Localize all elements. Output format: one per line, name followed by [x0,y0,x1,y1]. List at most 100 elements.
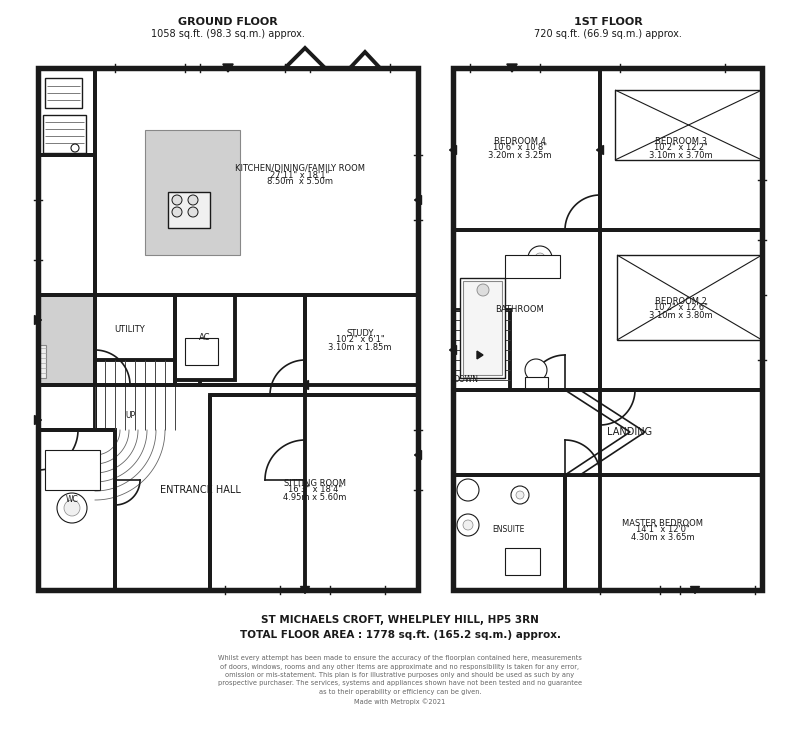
Polygon shape [43,115,86,153]
Circle shape [457,514,479,536]
Polygon shape [95,385,305,590]
Polygon shape [505,548,540,575]
Text: 10'6" x 10'8": 10'6" x 10'8" [493,144,547,152]
Circle shape [172,195,182,205]
Circle shape [64,500,80,516]
Bar [620,64,725,72]
Polygon shape [168,192,210,228]
Text: 3.10m x 1.85m: 3.10m x 1.85m [328,342,392,352]
Text: ST MICHAELS CROFT, WHELPLEY HILL, HP5 3RN: ST MICHAELS CROFT, WHELPLEY HILL, HP5 3R… [261,615,539,625]
Bar [600,586,660,594]
Text: MASTER BEDROOM: MASTER BEDROOM [622,518,703,528]
Text: 27'11" x 18'1": 27'11" x 18'1" [270,171,330,180]
Polygon shape [34,315,42,325]
Polygon shape [460,278,505,378]
Polygon shape [350,52,380,68]
Text: 14'1" x 12'0": 14'1" x 12'0" [636,526,690,534]
Text: SITTING ROOM: SITTING ROOM [284,479,346,487]
Polygon shape [38,155,95,295]
Polygon shape [38,68,95,155]
Circle shape [477,284,489,296]
Polygon shape [38,295,200,385]
Polygon shape [45,78,82,108]
Bar [225,586,280,594]
Circle shape [188,195,198,205]
Text: BATHROOM: BATHROOM [496,306,544,314]
Bar [470,64,540,72]
Text: Whilst every attempt has been made to ensure the accuracy of the floorplan conta: Whilst every attempt has been made to en… [218,655,582,704]
Bar [414,155,422,220]
Polygon shape [38,68,418,590]
Circle shape [463,520,473,530]
Text: 10'2" x 12'2": 10'2" x 12'2" [654,144,708,152]
Polygon shape [285,48,325,68]
Bar [680,586,755,594]
Polygon shape [145,130,240,255]
Text: UTILITY: UTILITY [114,325,146,334]
Polygon shape [305,295,418,395]
Polygon shape [565,475,762,590]
Polygon shape [477,351,483,359]
Text: AC: AC [199,333,210,342]
Polygon shape [453,68,600,230]
Text: 10'2" x 12'6": 10'2" x 12'6" [654,303,708,312]
Polygon shape [38,385,95,430]
Polygon shape [453,310,510,390]
Bar [758,295,766,360]
Polygon shape [453,390,762,475]
Text: 16'3" x 18'4": 16'3" x 18'4" [288,485,342,495]
Polygon shape [450,345,457,355]
Polygon shape [301,586,310,594]
Bar [330,586,385,594]
Polygon shape [175,295,235,380]
Polygon shape [45,450,100,490]
Text: 1ST FLOOR: 1ST FLOOR [574,17,642,27]
Polygon shape [600,68,762,230]
Polygon shape [222,64,234,72]
Text: WC: WC [66,496,78,504]
Polygon shape [505,255,560,278]
Bar [414,430,422,490]
Polygon shape [185,338,218,365]
Bar [34,200,42,260]
Polygon shape [38,295,95,385]
Bar [758,180,766,240]
Text: TOTAL FLOOR AREA : 1778 sq.ft. (165.2 sq.m.) approx.: TOTAL FLOOR AREA : 1778 sq.ft. (165.2 sq… [239,630,561,640]
Text: 4.30m x 3.65m: 4.30m x 3.65m [631,532,695,542]
Polygon shape [302,380,309,389]
Circle shape [457,479,479,501]
Text: BEDROOM 2: BEDROOM 2 [655,297,707,306]
Polygon shape [597,145,603,155]
Text: BEDROOM 3: BEDROOM 3 [655,136,707,145]
Circle shape [516,491,524,499]
Circle shape [172,207,182,217]
Text: STUDY: STUDY [346,328,374,337]
Text: ENTRANCE HALL: ENTRANCE HALL [159,485,241,495]
Text: 3.20m x 3.25m: 3.20m x 3.25m [488,150,552,160]
Circle shape [511,486,529,504]
Polygon shape [507,64,518,72]
Polygon shape [453,475,565,590]
Text: GROUND FLOOR: GROUND FLOOR [178,17,278,27]
Polygon shape [463,281,502,375]
Polygon shape [414,451,422,460]
Text: 3.10m x 3.80m: 3.10m x 3.80m [649,311,713,320]
Polygon shape [95,360,175,430]
Polygon shape [95,68,418,295]
Polygon shape [414,196,422,205]
Bar [115,64,185,72]
Polygon shape [615,90,762,160]
Polygon shape [600,230,762,390]
Text: 10'2" x 6'1": 10'2" x 6'1" [336,336,384,345]
Polygon shape [453,230,600,390]
Polygon shape [450,145,457,155]
Text: DOWN: DOWN [453,375,478,385]
Polygon shape [38,430,115,590]
Text: BEDROOM 4: BEDROOM 4 [494,136,546,145]
Text: 720 sq.ft. (66.9 sq.m.) approx.: 720 sq.ft. (66.9 sq.m.) approx. [534,29,682,39]
Text: 1058 sq.ft. (98.3 sq.m.) approx.: 1058 sq.ft. (98.3 sq.m.) approx. [151,29,305,39]
Circle shape [535,253,545,263]
Circle shape [525,359,547,381]
Text: LANDING: LANDING [607,427,653,437]
Bar [200,64,285,72]
